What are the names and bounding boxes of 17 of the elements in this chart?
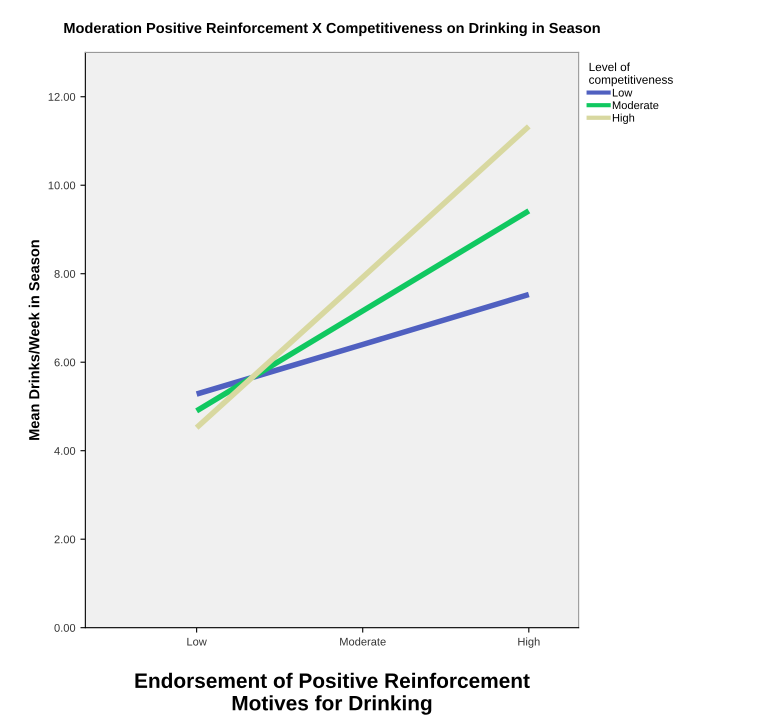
- y-tick-label: 2.00: [54, 535, 76, 544]
- x-axis-title: Endorsement of Positive Reinforcement Motives for Drinking: [135, 672, 530, 715]
- legend-label: Low: [612, 88, 632, 97]
- legend-label: High: [612, 114, 634, 124]
- y-tick-label: 4.00: [54, 446, 76, 455]
- y-tick-label: 8.00: [54, 270, 76, 278]
- y-tick-label: 12.00: [48, 93, 76, 101]
- x-tick-label: Low: [187, 638, 207, 646]
- x-tick-label: High: [518, 637, 540, 648]
- chart-title: Moderation Positive Reinforcement X Competitiveness on Drinking in Season: [64, 22, 600, 36]
- x-tick-label: Moderate: [340, 637, 386, 646]
- y-tick-label: 0.00: [54, 624, 76, 632]
- legend-label: Moderate: [612, 101, 658, 110]
- y-tick-label: 10.00: [48, 181, 76, 190]
- y-tick-label: 6.00: [54, 358, 76, 366]
- y-axis-title: Mean Drinks/Week in Season: [28, 240, 40, 440]
- legend-title: Level of competitiveness: [589, 62, 673, 86]
